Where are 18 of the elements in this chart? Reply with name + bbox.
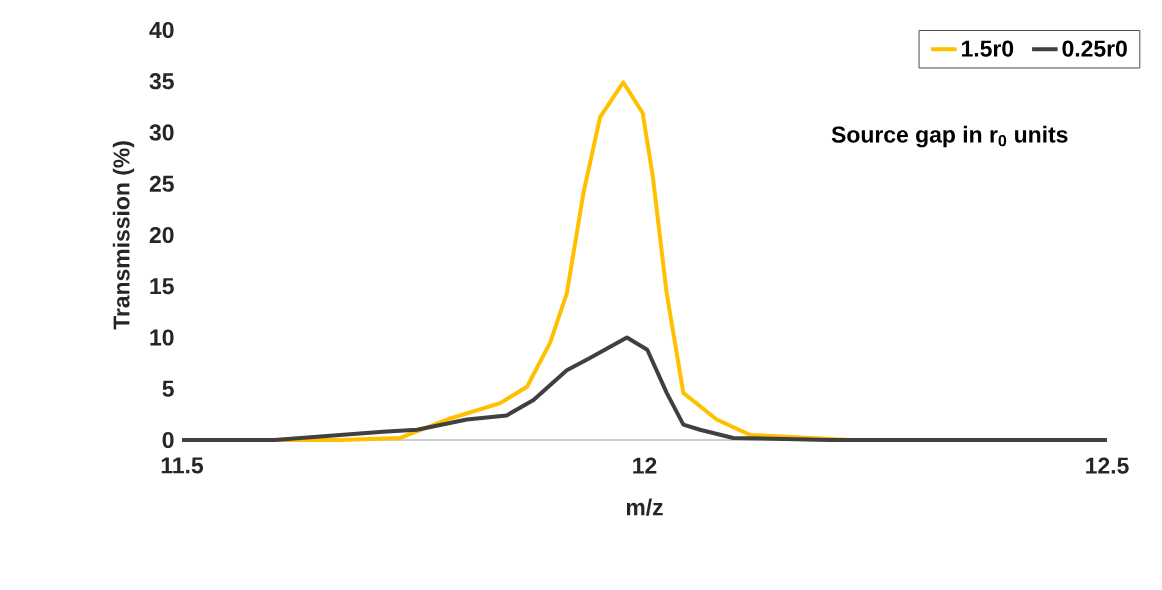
y-tick-label: 25 bbox=[149, 175, 174, 192]
x-axis-title: m/z bbox=[626, 498, 663, 516]
y-tick-label: 30 bbox=[149, 124, 174, 141]
x-tick-label: 12 bbox=[633, 457, 657, 474]
y-tick-label: 35 bbox=[149, 73, 174, 90]
x-tick-label: 11.5 bbox=[161, 457, 204, 474]
y-tick-label: 40 bbox=[149, 21, 174, 39]
legend-label: 1.5r0 bbox=[961, 40, 1014, 57]
y-axis-title: Transmission (%) bbox=[112, 141, 135, 330]
y-tick-label: 10 bbox=[150, 329, 174, 346]
legend-title: Source gap in r$_{0}$ units bbox=[831, 125, 1068, 148]
legend-label: 0.25r0 bbox=[1062, 40, 1127, 57]
y-tick-label: 0 bbox=[162, 431, 174, 449]
y-tick-label: 15 bbox=[150, 278, 174, 295]
x-tick-label: 12.5 bbox=[1086, 457, 1129, 474]
y-tick-label: 5 bbox=[162, 380, 174, 397]
line-series bbox=[180, 335, 1110, 442]
y-tick-label: 20 bbox=[149, 226, 174, 244]
